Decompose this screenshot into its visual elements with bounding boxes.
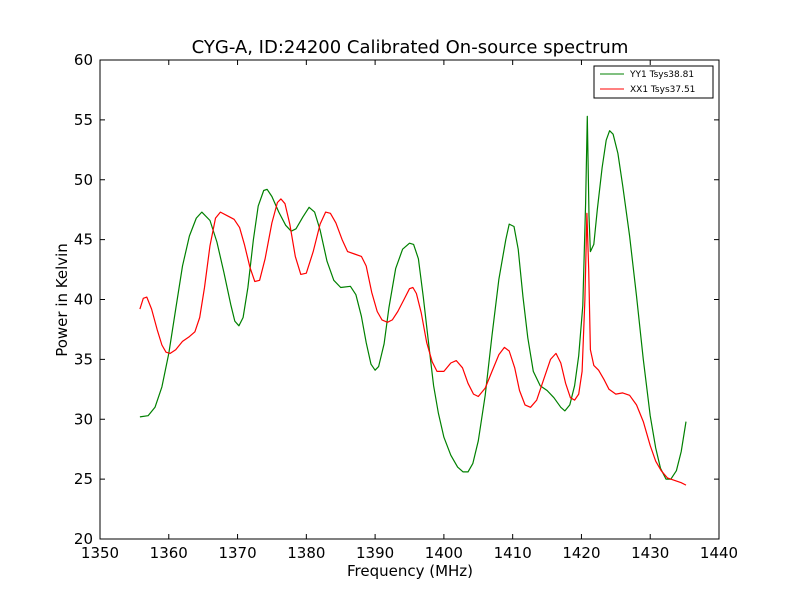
legend-label-xx1: XX1 Tsys37.51: [630, 85, 695, 95]
y-tick-label: 60: [74, 51, 93, 69]
x-axis: 1350 1360 1370 1380 1390 1400 1410 1420 1430 1440: [81, 60, 738, 562]
y-tick-label: 45: [74, 231, 93, 249]
chart-title: CYG-A, ID:24200 Calibrated On-source spe…: [192, 37, 629, 58]
series-line-xx1: [139, 198, 687, 486]
x-tick-label: 1400: [425, 544, 463, 562]
y-tick-label: 40: [74, 291, 93, 309]
y-axis: 20 25 30 35 40 45 50 55 60: [74, 51, 719, 548]
y-tick-label: 25: [74, 470, 93, 488]
y-tick-label: 35: [74, 350, 93, 368]
legend-box: [593, 65, 714, 99]
x-tick-label: 1390: [356, 544, 394, 562]
y-tick-label: 55: [74, 111, 93, 129]
x-tick-label: 1370: [218, 544, 256, 562]
x-tick-label: 1350: [81, 544, 119, 562]
y-axis-label: Power in Kelvin: [53, 243, 71, 357]
x-tick-label: 1410: [494, 544, 532, 562]
x-tick-label: 1440: [700, 544, 738, 562]
y-tick-label: 20: [74, 530, 93, 548]
x-tick-label: 1360: [150, 544, 188, 562]
x-tick-label: 1430: [631, 544, 669, 562]
series-layer: [139, 115, 687, 486]
plot-area: 1350 1360 1370 1380 1390 1400 1410 1420 1430 1440…: [74, 51, 738, 562]
x-tick-label: 1380: [287, 544, 325, 562]
series-line-yy1: [139, 115, 687, 480]
legend-label-yy1: YY1 Tsys38.81: [629, 70, 694, 80]
y-tick-label: 50: [74, 171, 93, 189]
plot-frame: [99, 59, 720, 540]
y-tick-label: 30: [74, 410, 93, 428]
x-axis-label: Frequency (MHz): [347, 562, 473, 580]
legend: YY1 Tsys38.81 XX1 Tsys37.51: [593, 65, 714, 99]
x-tick-label: 1420: [562, 544, 600, 562]
